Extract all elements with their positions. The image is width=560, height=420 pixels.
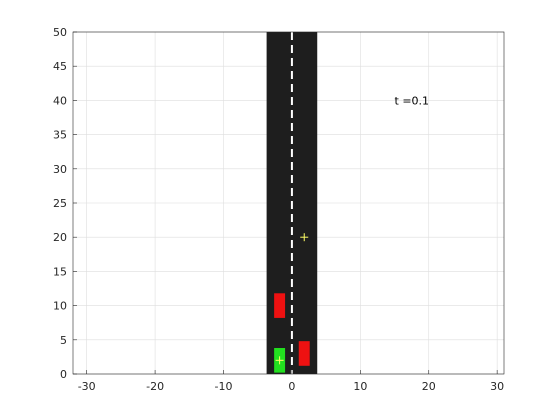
- y-tick-label: 45: [53, 60, 67, 73]
- y-tick-label: 50: [53, 26, 67, 39]
- obstacle-vehicle: [274, 293, 286, 318]
- road: [266, 32, 318, 374]
- y-tick-label: 25: [53, 197, 67, 210]
- x-tick-label: 20: [422, 380, 436, 393]
- markers: [275, 233, 309, 365]
- y-tick-label: 15: [53, 265, 67, 278]
- time-annotation: t =0.1: [395, 94, 430, 107]
- target-marker: [300, 233, 309, 242]
- obstacle-vehicle: [298, 341, 310, 366]
- y-tick-label: 40: [53, 94, 67, 107]
- x-tick-label: 0: [288, 380, 295, 393]
- x-tick-label: -10: [215, 380, 233, 393]
- x-tick-label: 30: [490, 380, 504, 393]
- y-tick-label: 10: [53, 300, 67, 313]
- y-tick-label: 30: [53, 163, 67, 176]
- y-tick-label: 0: [60, 368, 67, 381]
- x-tick-label: 10: [353, 380, 367, 393]
- x-tick-label: -30: [78, 380, 96, 393]
- target-marker: [275, 356, 284, 365]
- y-tick-label: 5: [60, 334, 67, 347]
- y-tick-label: 20: [53, 231, 67, 244]
- x-tick-label: -20: [146, 380, 164, 393]
- ticks: -30 -20 -10 0 10 20 30 0 5 10 15 20 25 30 35 40 45 50: [53, 26, 504, 393]
- y-tick-label: 35: [53, 129, 67, 142]
